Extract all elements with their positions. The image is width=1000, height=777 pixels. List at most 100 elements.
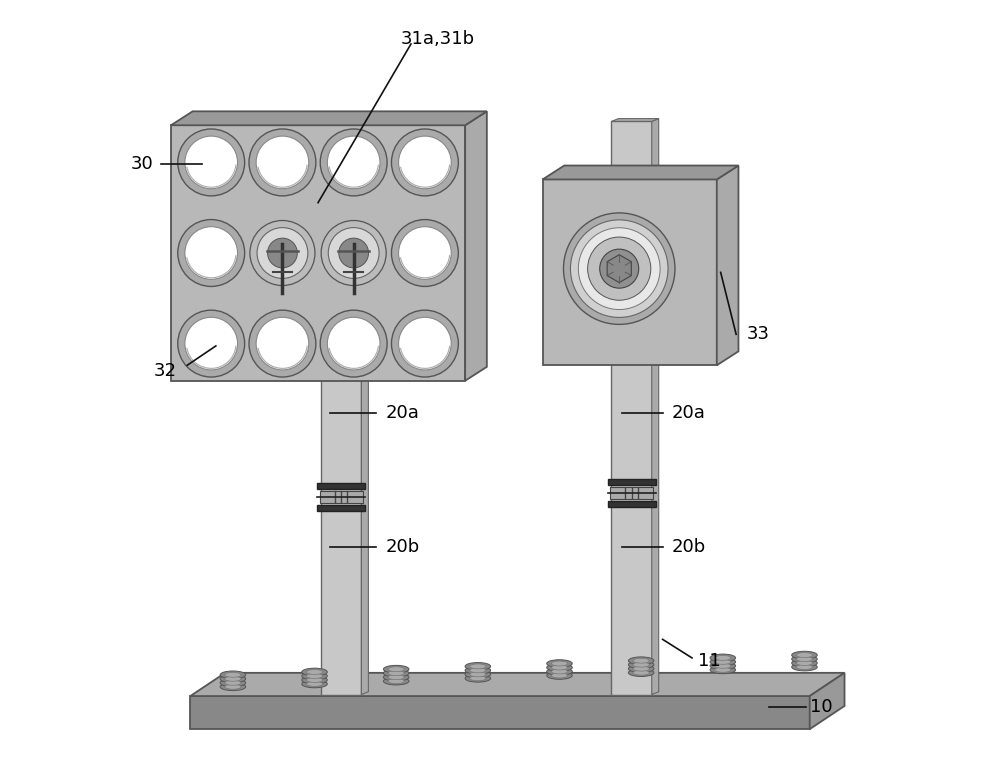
- Polygon shape: [465, 111, 487, 381]
- Ellipse shape: [796, 653, 813, 657]
- Ellipse shape: [796, 657, 813, 661]
- Ellipse shape: [715, 660, 731, 664]
- Ellipse shape: [547, 660, 572, 667]
- Circle shape: [321, 221, 386, 285]
- Polygon shape: [611, 119, 659, 121]
- Ellipse shape: [220, 683, 246, 691]
- Circle shape: [185, 227, 238, 280]
- Circle shape: [399, 317, 451, 370]
- Ellipse shape: [470, 668, 486, 673]
- Bar: [320, 491, 363, 503]
- Ellipse shape: [628, 665, 654, 673]
- Ellipse shape: [306, 674, 323, 678]
- Circle shape: [249, 129, 316, 196]
- Circle shape: [256, 317, 309, 370]
- Circle shape: [391, 310, 458, 377]
- Bar: [610, 487, 653, 499]
- Bar: [317, 483, 365, 490]
- Ellipse shape: [547, 664, 572, 671]
- Circle shape: [185, 136, 238, 189]
- Text: 33: 33: [746, 326, 769, 343]
- Bar: [321, 121, 361, 695]
- Ellipse shape: [547, 667, 572, 675]
- Polygon shape: [190, 673, 845, 696]
- Ellipse shape: [302, 668, 327, 676]
- Circle shape: [399, 227, 451, 280]
- Ellipse shape: [710, 662, 736, 670]
- Ellipse shape: [465, 671, 491, 678]
- Ellipse shape: [225, 685, 241, 689]
- Ellipse shape: [306, 678, 323, 682]
- Circle shape: [578, 228, 660, 309]
- Bar: [543, 179, 717, 365]
- Ellipse shape: [710, 666, 736, 674]
- Bar: [171, 125, 465, 381]
- Ellipse shape: [220, 671, 246, 678]
- Bar: [317, 504, 365, 510]
- Ellipse shape: [633, 662, 649, 667]
- Polygon shape: [171, 111, 487, 125]
- Text: 32: 32: [154, 362, 177, 381]
- Circle shape: [339, 238, 369, 268]
- Text: 10: 10: [810, 699, 832, 716]
- Ellipse shape: [383, 674, 409, 681]
- Ellipse shape: [302, 680, 327, 688]
- Ellipse shape: [715, 664, 731, 668]
- Text: 20b: 20b: [385, 538, 420, 556]
- Ellipse shape: [388, 674, 404, 680]
- Ellipse shape: [792, 651, 817, 659]
- Ellipse shape: [225, 676, 241, 681]
- Circle shape: [178, 220, 245, 287]
- Ellipse shape: [551, 673, 568, 678]
- Ellipse shape: [628, 661, 654, 668]
- Ellipse shape: [225, 681, 241, 685]
- Circle shape: [570, 220, 668, 318]
- Circle shape: [250, 221, 315, 285]
- Ellipse shape: [470, 664, 486, 669]
- Circle shape: [178, 310, 245, 377]
- Circle shape: [391, 129, 458, 196]
- Ellipse shape: [383, 678, 409, 685]
- Ellipse shape: [302, 672, 327, 680]
- Ellipse shape: [551, 665, 568, 670]
- Circle shape: [185, 317, 238, 370]
- Text: 20a: 20a: [672, 404, 706, 422]
- Circle shape: [256, 136, 309, 189]
- Ellipse shape: [792, 664, 817, 671]
- Ellipse shape: [551, 669, 568, 674]
- Bar: [608, 479, 656, 486]
- Ellipse shape: [547, 671, 572, 679]
- Ellipse shape: [225, 672, 241, 678]
- Ellipse shape: [628, 657, 654, 664]
- Ellipse shape: [792, 655, 817, 663]
- Ellipse shape: [220, 675, 246, 683]
- Ellipse shape: [715, 667, 731, 672]
- Polygon shape: [321, 119, 368, 121]
- Ellipse shape: [470, 676, 486, 681]
- Polygon shape: [810, 673, 845, 729]
- Text: 31a,31b: 31a,31b: [401, 30, 475, 48]
- Polygon shape: [543, 166, 738, 179]
- Text: 20b: 20b: [672, 538, 706, 556]
- Ellipse shape: [792, 659, 817, 667]
- Circle shape: [563, 213, 675, 324]
- Ellipse shape: [383, 669, 409, 677]
- Text: 20a: 20a: [385, 404, 419, 422]
- Circle shape: [327, 317, 380, 370]
- Ellipse shape: [715, 656, 731, 660]
- Polygon shape: [652, 119, 659, 695]
- Text: 11: 11: [698, 652, 721, 670]
- Text: 30: 30: [130, 155, 153, 173]
- Circle shape: [178, 129, 245, 196]
- Circle shape: [600, 249, 639, 288]
- Ellipse shape: [551, 661, 568, 666]
- Circle shape: [399, 136, 451, 189]
- Circle shape: [249, 310, 316, 377]
- Bar: [608, 500, 656, 507]
- Bar: [611, 121, 652, 695]
- Ellipse shape: [628, 669, 654, 677]
- Ellipse shape: [633, 671, 649, 675]
- Ellipse shape: [388, 671, 404, 676]
- Ellipse shape: [306, 681, 323, 686]
- Ellipse shape: [465, 667, 491, 674]
